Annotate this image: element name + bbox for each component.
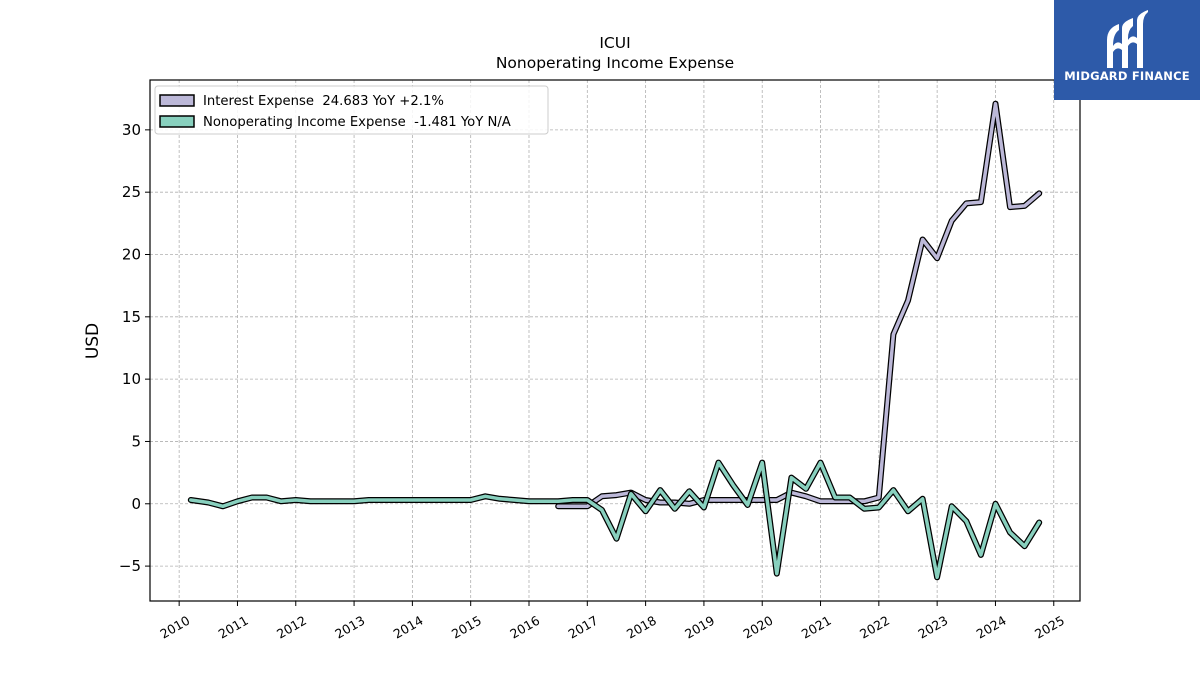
- x-tick-label: 2016: [507, 613, 542, 642]
- x-tick-label: 2017: [566, 613, 601, 642]
- legend-swatch: [159, 115, 195, 128]
- x-tick-label: 2012: [274, 613, 309, 642]
- x-tick-label: 2021: [799, 613, 834, 642]
- y-tick-label: 5: [131, 432, 141, 450]
- x-tick-label: 2015: [449, 613, 484, 642]
- stylized-m-icon: [1107, 10, 1148, 68]
- y-tick-label: 0: [131, 495, 141, 513]
- x-tick-label: 2010: [157, 613, 192, 642]
- series-line: [189, 460, 1041, 580]
- series-line-outline: [555, 100, 1043, 510]
- x-tick-label: 2019: [682, 613, 717, 642]
- legend-label: Interest Expense 24.683 YoY +2.1%: [203, 94, 444, 109]
- x-tick-label: 2018: [624, 613, 659, 642]
- x-tick-label: 2024: [974, 613, 1009, 642]
- legend-box: [154, 85, 549, 135]
- y-tick-label: 10: [122, 370, 141, 388]
- series-layer: [187, 100, 1043, 581]
- x-tick-label: 2022: [857, 613, 892, 642]
- axis-ticks: 2010 2011 2012 2013 2014 2015 2016 2017 2018 2019…: [119, 121, 1067, 642]
- plot-frame: [149, 79, 1081, 602]
- x-tick-label: 2013: [332, 613, 367, 642]
- y-tick-label: −5: [119, 557, 141, 575]
- legend: Interest Expense 24.683 YoY +2.1% Nonoper…: [154, 85, 549, 135]
- x-tick-label: 2023: [915, 613, 950, 642]
- chart-title: ICUI: [599, 34, 630, 52]
- midgard-finance-logo: MIDGARD FINANCE: [1054, 0, 1200, 100]
- logo-text: MIDGARD FINANCE: [1064, 69, 1190, 83]
- series-line: [556, 101, 1041, 509]
- grid: [150, 80, 1080, 601]
- y-tick-label: 15: [122, 308, 141, 326]
- legend-label: Nonoperating Income Expense -1.481 YoY N…: [203, 115, 511, 130]
- x-tick-label: 2020: [740, 613, 775, 642]
- y-tick-label: 25: [122, 183, 141, 201]
- series-2: [187, 459, 1043, 581]
- x-tick-label: 2025: [1032, 613, 1067, 642]
- x-tick-label: 2014: [391, 613, 426, 642]
- y-tick-label: 30: [122, 121, 141, 139]
- series-line-outline: [187, 459, 1043, 581]
- series-1: [555, 100, 1043, 510]
- legend-swatch: [159, 94, 195, 107]
- x-tick-label: 2011: [216, 613, 251, 642]
- y-axis-label: USD: [83, 323, 103, 359]
- y-tick-label: 20: [122, 245, 141, 263]
- chart-subtitle: Nonoperating Income Expense: [496, 54, 734, 72]
